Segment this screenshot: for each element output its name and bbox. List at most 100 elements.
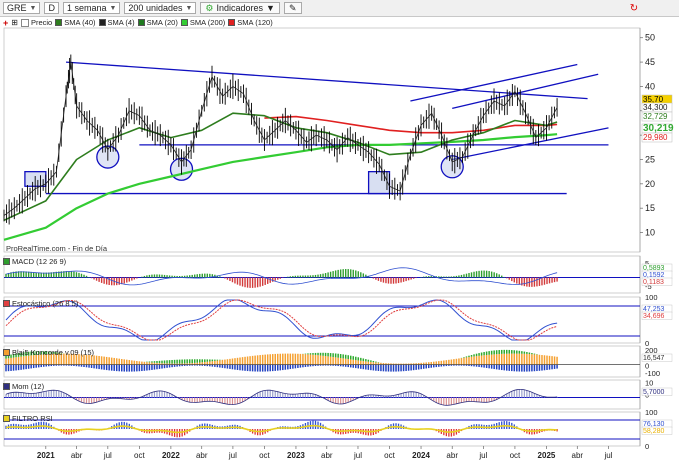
stoch-k-line — [5, 299, 558, 341]
legend-sma40[interactable]: SMA (40) — [55, 18, 96, 27]
chevron-down-icon: ▼ — [185, 4, 193, 12]
price-label: 34,300 — [643, 103, 668, 112]
units-select[interactable]: 200 unidades ▼ — [124, 2, 197, 14]
panel-tick-label: 10 — [645, 378, 653, 387]
y-tick-label: 30 — [645, 130, 655, 140]
price-label-box — [641, 94, 673, 105]
panel-value: 47,253 — [643, 306, 665, 313]
panel-tick-label: 200 — [645, 346, 658, 355]
panel-tick-label: 50 — [645, 425, 653, 434]
panel-frame — [3, 255, 641, 294]
panel-value: 16,547 — [643, 355, 665, 362]
marker-box — [24, 171, 47, 187]
ticker-select[interactable]: GRE ▼ — [3, 2, 41, 14]
y-tick-label: 25 — [645, 154, 655, 164]
marker-circle — [169, 157, 194, 181]
stochastic-title: Estocástico (26 8 5) — [3, 299, 78, 308]
x-tick-label: jul — [478, 451, 487, 460]
panel-value: 58,280 — [643, 428, 665, 435]
price-label-box — [641, 123, 673, 134]
legend-sma120[interactable]: SMA (120) — [228, 18, 273, 27]
period-code[interactable]: D — [44, 2, 59, 14]
panel-tick-label: 100 — [645, 293, 658, 302]
credit-text: ProRealTime.com - Fin de Día — [6, 244, 108, 253]
timeframe-label: 1 semana — [66, 3, 107, 13]
legend-sma20[interactable]: SMA (20) — [137, 18, 178, 27]
chevron-down-icon: ▼ — [266, 3, 275, 13]
legend-price[interactable]: Precio — [20, 18, 52, 27]
panel-tick-label: 100 — [645, 354, 658, 363]
panel-tick-label: -5 — [645, 282, 652, 291]
x-tick-label: jul — [603, 451, 612, 460]
trendline — [65, 61, 588, 100]
sma4-line — [3, 62, 558, 216]
indicator-legend: + ⊞ Precio SMA (40) SMA (4) SMA (20) SMA… — [0, 17, 655, 28]
x-tick-label: oct — [259, 451, 270, 460]
price-label: 32,729 — [643, 112, 668, 121]
price-label-box — [641, 102, 673, 113]
panel-tick-label: 0 — [645, 271, 649, 280]
y-tick-label: 45 — [645, 57, 655, 67]
x-tick-label: 2022 — [162, 451, 180, 460]
x-tick-label: oct — [384, 451, 395, 460]
marker-circle — [96, 145, 120, 169]
refresh-icon[interactable]: ↻ — [629, 2, 639, 14]
settings-icon[interactable]: ⊞ — [11, 18, 18, 27]
panel-frame — [3, 411, 641, 447]
indicators-button[interactable]: ⚙ Indicadores ▼ — [200, 2, 280, 14]
add-icon[interactable]: + — [3, 17, 9, 28]
x-tick-label: abr — [446, 451, 458, 460]
legend-sma200[interactable]: SMA (200) — [180, 18, 225, 27]
timeframe-select[interactable]: 1 semana ▼ — [62, 2, 121, 14]
chevron-down-icon: ▼ — [109, 4, 117, 12]
koncorde-title: Blai5 Koncorde v.09 (15) — [3, 348, 94, 357]
macd-line — [5, 267, 558, 286]
panel-tick-label: 5 — [645, 259, 649, 268]
price-label: 35,70 — [643, 95, 664, 104]
panel-value-box — [641, 353, 673, 362]
chevron-down-icon: ▼ — [29, 4, 37, 12]
x-tick-label: oct — [134, 451, 145, 460]
panel-tick-label: 0 — [645, 442, 649, 451]
pencil-icon: ✎ — [288, 2, 297, 13]
x-tick-label: abr — [71, 451, 83, 460]
marker-circle — [440, 155, 464, 179]
period-code-label: D — [48, 3, 55, 13]
panel-frame — [3, 27, 641, 253]
panel-tick-label: 0 — [645, 391, 649, 400]
price-label: 29,980 — [643, 133, 668, 142]
x-tick-label: 2025 — [538, 451, 556, 460]
y-tick-label: 40 — [645, 81, 655, 91]
indicators-label: Indicadores — [216, 3, 264, 13]
panel-value: 34,696 — [643, 313, 665, 320]
x-tick-label: abr — [196, 451, 208, 460]
rsi-title: FILTRO RSI — [3, 414, 53, 423]
y-tick-label: 35 — [645, 106, 655, 116]
panel-frame — [3, 345, 641, 378]
panel-value: 5,7000 — [643, 389, 665, 396]
x-tick-label: abr — [572, 451, 584, 460]
x-tick-label: abr — [321, 451, 333, 460]
marker-box — [367, 171, 391, 195]
units-label: 200 unidades — [128, 3, 183, 13]
trendline — [452, 73, 599, 109]
panel-value-box — [641, 270, 673, 279]
x-tick-label: jul — [353, 451, 362, 460]
panel-value-box — [641, 311, 673, 320]
panel-value-box — [641, 387, 673, 396]
x-tick-label: 2023 — [287, 451, 305, 460]
x-tick-label: jul — [228, 451, 237, 460]
panel-value: 0,1183 — [643, 279, 664, 286]
panel-tick-label: -100 — [645, 369, 660, 378]
y-tick-label: 10 — [645, 228, 655, 238]
panel-tick-label: 0 — [645, 361, 649, 370]
y-tick-label: 15 — [645, 203, 655, 213]
legend-sma4[interactable]: SMA (4) — [98, 18, 135, 27]
price-label-box — [641, 132, 673, 143]
price-label-box — [641, 111, 673, 122]
sma40-line — [3, 112, 558, 222]
macd-title: MACD (12 26 9) — [3, 257, 66, 266]
draw-tool-button[interactable]: ✎ — [283, 2, 302, 14]
mom-line — [5, 388, 558, 406]
